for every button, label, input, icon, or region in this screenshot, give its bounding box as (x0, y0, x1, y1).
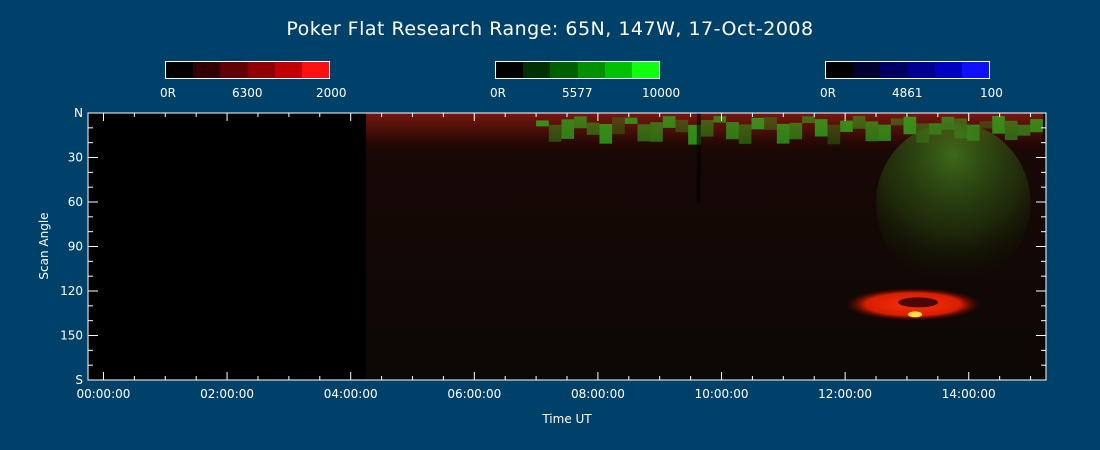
y-tick-label: 150 (60, 329, 83, 343)
green-arc-streak (827, 124, 841, 145)
plot-area (87, 112, 1047, 381)
colorbar-segment (934, 62, 962, 78)
green-arc-streak (840, 120, 853, 132)
colorbar-5577-max-label: 10000 (642, 86, 681, 100)
green-arc-streak (878, 124, 891, 141)
colorbar-segment (301, 62, 330, 78)
colorbar-4861-mid-label: 4861 (892, 86, 923, 100)
colorbar-segment (577, 62, 605, 78)
colorbar-segment (826, 62, 854, 78)
green-arc-streak (561, 119, 575, 139)
x-axis-title: Time UT (541, 412, 592, 426)
colorbar-segment (550, 62, 578, 78)
colorbar-segment (247, 62, 275, 78)
green-arc-streak (992, 115, 1005, 134)
y-tick-label: 120 (60, 284, 83, 298)
green-arc-streak (624, 117, 638, 124)
green-arc-streak (700, 119, 714, 137)
green-arc-streak (574, 116, 587, 129)
green-arc-streak (726, 122, 739, 140)
x-axis: 00:00:00 02:00:00 04:00:00 06:00:00 08:00:00… (76, 113, 1032, 401)
green-arc-streak (738, 124, 752, 144)
green-arc-streak (802, 116, 815, 124)
colorbar-6300-mid-label: 6300 (232, 86, 263, 100)
green-arc-streak (865, 121, 879, 142)
green-diffuse-patch (876, 122, 1031, 284)
x-tick-label: 12:00:00 (818, 387, 872, 401)
colorbar-segment (907, 62, 935, 78)
dark-occlusion (898, 297, 939, 308)
green-arc-streak (599, 123, 613, 144)
colorbar-segment (631, 62, 660, 78)
green-arc-streak (1004, 120, 1018, 141)
x-tick-label: 02:00:00 (200, 387, 254, 401)
colorbar-6300-min-label: 0R (160, 86, 176, 100)
x-tick-label: 06:00:00 (447, 387, 501, 401)
y-tick-label: 90 (68, 240, 83, 254)
colorbar-segment (853, 62, 881, 78)
yellow-spot (908, 311, 923, 318)
colorbar-segment (166, 62, 194, 78)
colorbar-5577-min-label: 0R (490, 86, 506, 100)
y-axis-title: Scan Angle (37, 212, 51, 279)
colorbar-segment (193, 62, 221, 78)
colorbar-segment (523, 62, 551, 78)
x-tick-label: 14:00:00 (942, 387, 996, 401)
colorbar-5577 (495, 61, 660, 79)
chart-title: Poker Flat Research Range: 65N, 147W, 17… (286, 18, 814, 40)
colorbar-4861-min-label: 0R (820, 86, 836, 100)
dark-stripe (696, 113, 701, 203)
colorbar-segment (274, 62, 302, 78)
green-arc-streak (662, 116, 676, 128)
x-tick-label: 04:00:00 (324, 387, 378, 401)
colorbar-segment (220, 62, 248, 78)
colorbar-segment (604, 62, 632, 78)
y-axis: N 30 60 90 120 150 S (60, 106, 1046, 387)
green-arc-streak (1030, 118, 1043, 133)
green-arc-streak (903, 116, 917, 135)
x-tick-label: 00:00:00 (76, 387, 130, 401)
y-tick-label: N (74, 106, 83, 120)
colorbar-4861-max-label: 100 (980, 86, 1003, 100)
colorbar-segment (496, 62, 524, 78)
green-arc-streak (675, 119, 689, 133)
green-arc-streak (751, 117, 765, 130)
green-arc-streak (852, 115, 866, 129)
green-arc-streak (612, 117, 625, 135)
colorbar-segment (961, 62, 990, 78)
y-tick-label: S (75, 373, 83, 387)
colorbar-4861 (825, 61, 990, 79)
green-arc-streak (979, 121, 993, 129)
y-tick-label: 30 (68, 151, 83, 165)
x-tick-label: 08:00:00 (571, 387, 625, 401)
green-arc-streak (713, 116, 727, 123)
green-arc-streak (1017, 124, 1031, 136)
green-arc-streak (789, 122, 803, 140)
green-arc-streak (586, 122, 600, 135)
colorbar-segment (880, 62, 908, 78)
x-tick-label: 10:00:00 (695, 387, 749, 401)
colorbar-5577-mid-label: 5577 (562, 86, 593, 100)
colorbar-6300 (165, 61, 330, 79)
green-arc-streak (764, 117, 777, 130)
green-arc-streak (814, 119, 828, 137)
green-arc-streak (637, 124, 651, 142)
green-arc-streak (650, 122, 663, 142)
green-arc-streak (890, 118, 904, 126)
y-tick-label: 60 (68, 195, 83, 209)
green-arc-streak (776, 123, 790, 144)
colorbar-6300-max-label: 2000 (316, 86, 347, 100)
green-arc-streak (548, 124, 562, 142)
green-arc-streak (536, 120, 549, 127)
